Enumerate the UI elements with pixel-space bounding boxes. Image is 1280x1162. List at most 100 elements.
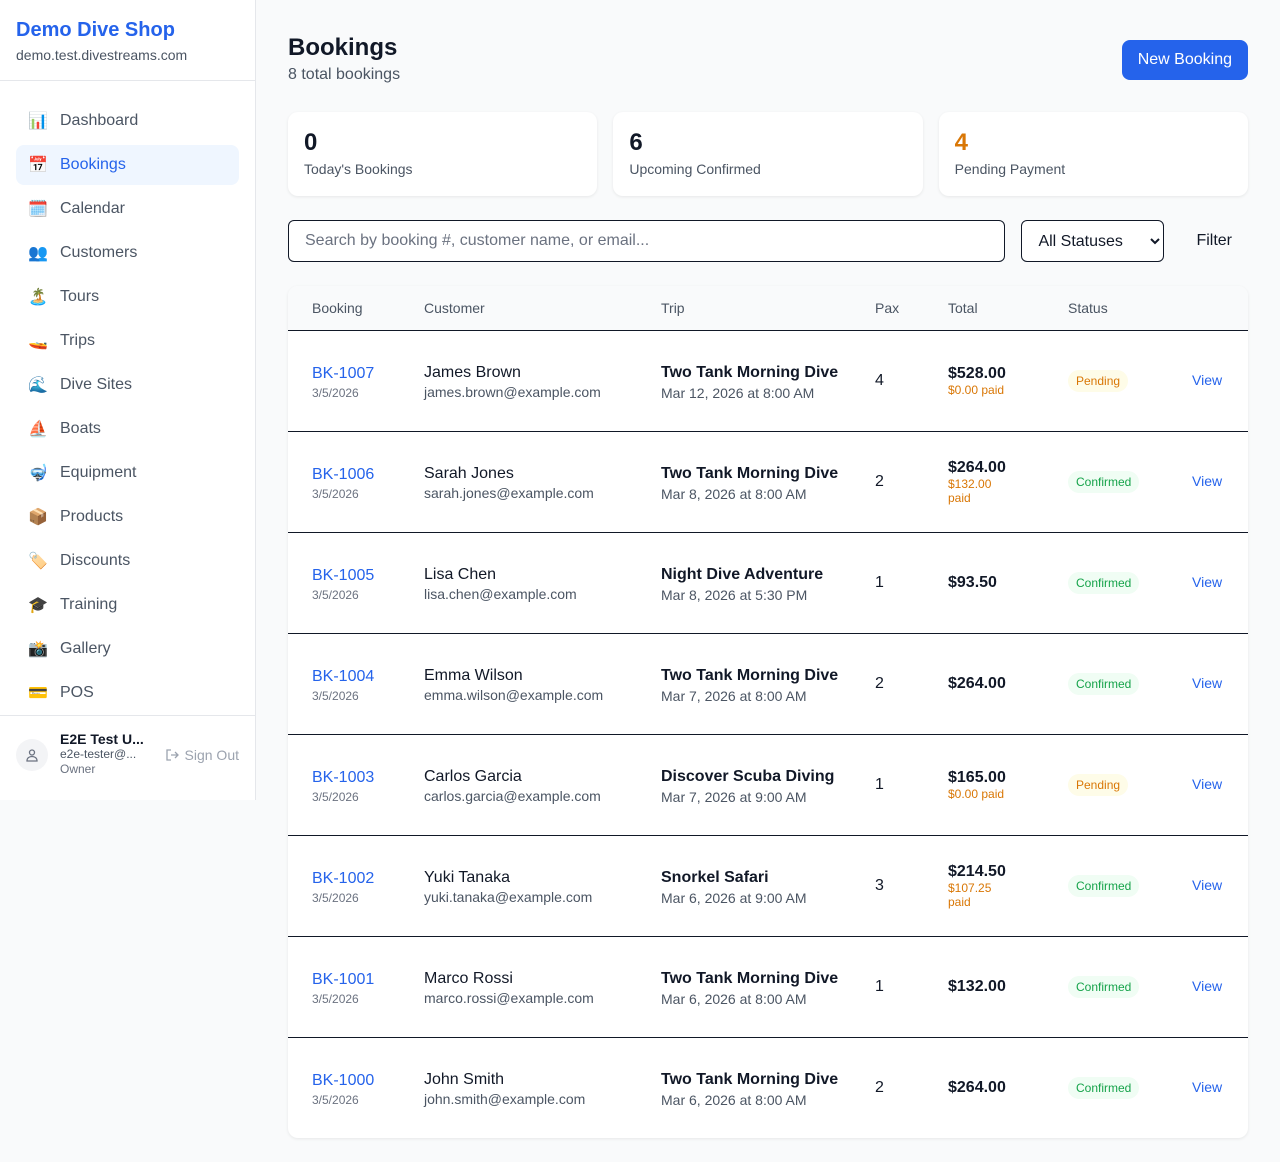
- booking-cell: BK-1001 3/5/2026: [288, 935, 400, 1037]
- sidebar-item-label: Bookings: [60, 156, 126, 173]
- total-amount: $264.00: [948, 1078, 1006, 1096]
- status-cell: Pending: [1044, 330, 1168, 431]
- status-cell: Confirmed: [1044, 935, 1168, 1037]
- view-link[interactable]: View: [1192, 573, 1223, 590]
- sidebar: Demo Dive Shop demo.test.divestreams.com…: [0, 0, 256, 800]
- trip-date: Mar 6, 2026 at 8:00 AM: [661, 990, 807, 1007]
- sidebar-item-tours[interactable]: 🏝️ Tours: [16, 277, 239, 317]
- stat-value: 6: [629, 129, 643, 156]
- user-role: Owner: [60, 762, 96, 776]
- search-input[interactable]: [288, 220, 1006, 262]
- table-header: Booking Customer Trip Pax Total Status: [288, 286, 1248, 331]
- sidebar-item-boats[interactable]: ⛵ Boats: [16, 409, 239, 449]
- trip-name: Two Tank Morning Dive: [661, 363, 839, 381]
- stats-row: 0 Today's Bookings 6 Upcoming Confirmed 4 Pen…: [288, 112, 1248, 196]
- column-header: Customer: [400, 286, 637, 331]
- page-header: Bookings 8 total bookings New Booking: [288, 34, 1248, 90]
- sidebar-item-dashboard[interactable]: 📊 Dashboard: [16, 101, 239, 141]
- view-link[interactable]: View: [1192, 472, 1223, 489]
- stat-label: Today's Bookings: [304, 161, 413, 177]
- customer-cell: Yuki Tanaka yuki.tanaka@example.com: [400, 834, 637, 936]
- customer-cell: Emma Wilson emma.wilson@example.com: [400, 632, 637, 734]
- booking-date: 3/5/2026: [312, 587, 359, 602]
- pax-cell: 2: [851, 430, 924, 532]
- status-badge: Confirmed: [1068, 874, 1140, 897]
- customer-email: emma.wilson@example.com: [424, 686, 604, 703]
- pax-cell: 3: [851, 834, 924, 936]
- total-amount: $93.50: [948, 573, 997, 591]
- sidebar-item-dive-sites[interactable]: 🌊 Dive Sites: [16, 365, 239, 405]
- trip-date: Mar 8, 2026 at 8:00 AM: [661, 485, 807, 502]
- booking-cell: BK-1004 3/5/2026: [288, 632, 400, 734]
- sidebar-item-calendar[interactable]: 🗓️ Calendar: [16, 189, 239, 229]
- pax-cell: 4: [875, 371, 884, 389]
- stat-card: 0 Today's Bookings: [288, 112, 598, 196]
- sidebar-item-label: Boats: [60, 420, 101, 437]
- customer-name: Yuki Tanaka: [424, 868, 510, 886]
- action-cell: View: [1168, 430, 1248, 532]
- booking-cell: BK-1007 3/5/2026: [288, 330, 400, 431]
- view-link[interactable]: View: [1192, 1078, 1223, 1095]
- sidebar-item-customers[interactable]: 👥 Customers: [16, 233, 239, 273]
- customer-name: James Brown: [424, 363, 521, 381]
- dashboard-icon: 📊: [28, 113, 48, 130]
- filter-bar: All Statuses Filter: [288, 220, 1248, 262]
- total-amount: $528.00: [948, 364, 1006, 382]
- filter-button[interactable]: Filter: [1180, 232, 1248, 250]
- new-booking-button[interactable]: New Booking: [1121, 40, 1248, 80]
- booking-id-link[interactable]: BK-1005: [312, 566, 375, 584]
- status-cell: Confirmed: [1044, 531, 1168, 633]
- stat-label: Upcoming Confirmed: [629, 161, 761, 177]
- pax-cell: 1: [851, 531, 924, 633]
- sidebar-item-training[interactable]: 🎓 Training: [16, 585, 239, 625]
- booking-id-link[interactable]: BK-1002: [312, 869, 375, 887]
- sign-out-icon: [165, 748, 179, 761]
- customer-name: Emma Wilson: [424, 666, 523, 684]
- gallery-icon: 📸: [28, 641, 48, 658]
- sidebar-item-gallery[interactable]: 📸 Gallery: [16, 629, 239, 669]
- user-avatar-icon: [16, 738, 48, 771]
- status-select[interactable]: All Statuses: [1021, 220, 1165, 262]
- sidebar-item-trips[interactable]: 🚤 Trips: [16, 321, 239, 361]
- page-title: Bookings: [288, 34, 398, 61]
- view-link[interactable]: View: [1192, 775, 1223, 792]
- sidebar-item-products[interactable]: 📦 Products: [16, 497, 239, 537]
- booking-id-link[interactable]: BK-1007: [312, 364, 375, 382]
- status-badge: Confirmed: [1068, 975, 1140, 998]
- view-link[interactable]: View: [1192, 371, 1223, 388]
- customer-cell: John Smith john.smith@example.com: [400, 1036, 637, 1138]
- customer-name: Carlos Garcia: [424, 767, 522, 785]
- brand-name[interactable]: Demo Dive Shop: [16, 19, 175, 41]
- total-amount: $165.00: [948, 768, 1006, 786]
- status-cell: Confirmed: [1044, 834, 1168, 936]
- user-panel: E2E Test U... e2e-tester@... Owner Sign …: [0, 715, 255, 793]
- booking-id-link[interactable]: BK-1000: [312, 1071, 375, 1089]
- view-link[interactable]: View: [1192, 876, 1223, 893]
- total-cell: $214.50 $107.25 paid: [924, 834, 1044, 936]
- view-link[interactable]: View: [1192, 977, 1223, 994]
- customer-cell: James Brown james.brown@example.com: [400, 330, 637, 431]
- booking-date: 3/5/2026: [312, 890, 359, 905]
- status-cell: Confirmed: [1044, 430, 1168, 532]
- customer-email: marco.rossi@example.com: [424, 989, 594, 1006]
- page-subtitle: 8 total bookings: [288, 66, 401, 83]
- booking-id-link[interactable]: BK-1003: [312, 768, 375, 786]
- booking-cell: BK-1003 3/5/2026: [288, 733, 400, 835]
- sidebar-item-pos[interactable]: 💳 POS: [16, 673, 239, 713]
- paid-amount: $0.00 paid: [948, 382, 1005, 397]
- booking-id-link[interactable]: BK-1004: [312, 667, 375, 685]
- sidebar-item-label: Trips: [60, 332, 95, 349]
- bookings-icon: 📅: [28, 157, 48, 174]
- column-header: Total: [924, 286, 1044, 331]
- sidebar-item-discounts[interactable]: 🏷️ Discounts: [16, 541, 239, 581]
- booking-id-link[interactable]: BK-1006: [312, 465, 375, 483]
- booking-id-link[interactable]: BK-1001: [312, 970, 375, 988]
- action-cell: View: [1168, 733, 1248, 835]
- view-link[interactable]: View: [1192, 674, 1223, 691]
- total-amount: $264.00: [948, 674, 1006, 692]
- sidebar-item-bookings[interactable]: 📅 Bookings: [16, 145, 239, 185]
- trip-name: Two Tank Morning Dive: [661, 1070, 839, 1088]
- bookings-table-card: Booking Customer Trip Pax Total Status BK-100…: [288, 286, 1248, 1138]
- sidebar-item-equipment[interactable]: 🤿 Equipment: [16, 453, 239, 493]
- sign-out-button[interactable]: Sign Out: [165, 747, 239, 763]
